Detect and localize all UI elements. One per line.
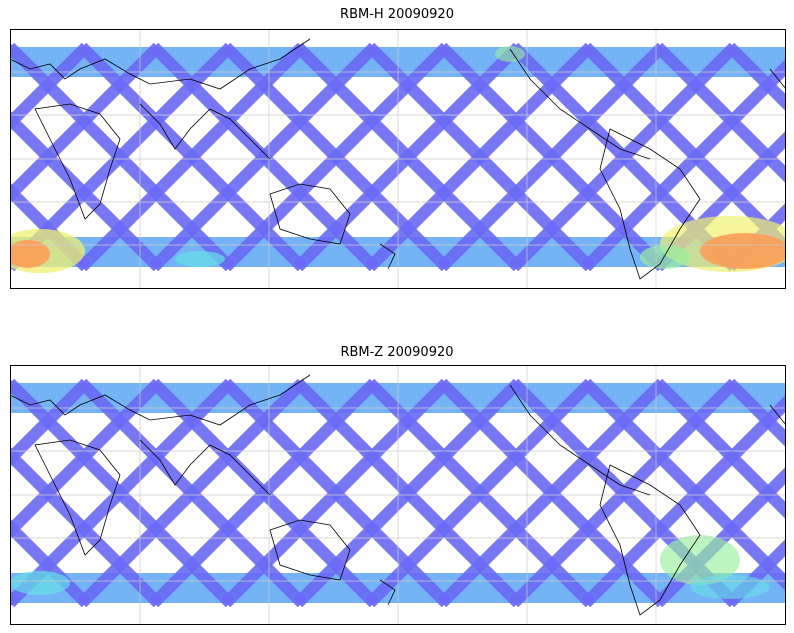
high-value-region — [10, 571, 70, 595]
high-value-region — [660, 535, 740, 585]
coastline — [599, 128, 701, 280]
coastline — [769, 404, 786, 426]
coastline — [379, 579, 396, 606]
map-rbm-h — [10, 29, 786, 289]
panel-rbm-h: RBM-H 20090920 — [0, 0, 794, 300]
coastline — [139, 103, 271, 160]
high-value-region — [10, 240, 50, 268]
coastline — [269, 519, 351, 581]
map-frame — [10, 365, 786, 625]
panel-title: RBM-Z 20090920 — [340, 345, 454, 360]
high-value-region — [700, 233, 786, 269]
high-value-region — [640, 245, 690, 269]
coastline — [509, 48, 651, 160]
swath-ascending — [725, 378, 786, 448]
panel-title: RBM-H 20090920 — [340, 7, 454, 22]
swath-descending — [725, 538, 786, 608]
coastline — [769, 68, 786, 90]
high-value-region — [175, 251, 225, 267]
coastline — [599, 464, 701, 616]
panel-rbm-z: RBM-Z 20090920 — [0, 320, 794, 625]
coastline — [379, 243, 396, 270]
map-rbm-z — [10, 365, 786, 625]
coastline — [509, 384, 651, 496]
coastline — [10, 38, 311, 90]
map-frame — [10, 29, 786, 289]
coastline — [10, 374, 311, 426]
coastline — [269, 183, 351, 245]
swath-ascending — [10, 446, 163, 608]
coastline — [139, 439, 271, 496]
high-value-region — [495, 46, 525, 62]
high-value-region — [690, 575, 770, 599]
swath-ascending — [725, 42, 786, 112]
coastline — [34, 439, 121, 556]
coastline — [34, 103, 121, 220]
swath-descending — [10, 378, 163, 540]
